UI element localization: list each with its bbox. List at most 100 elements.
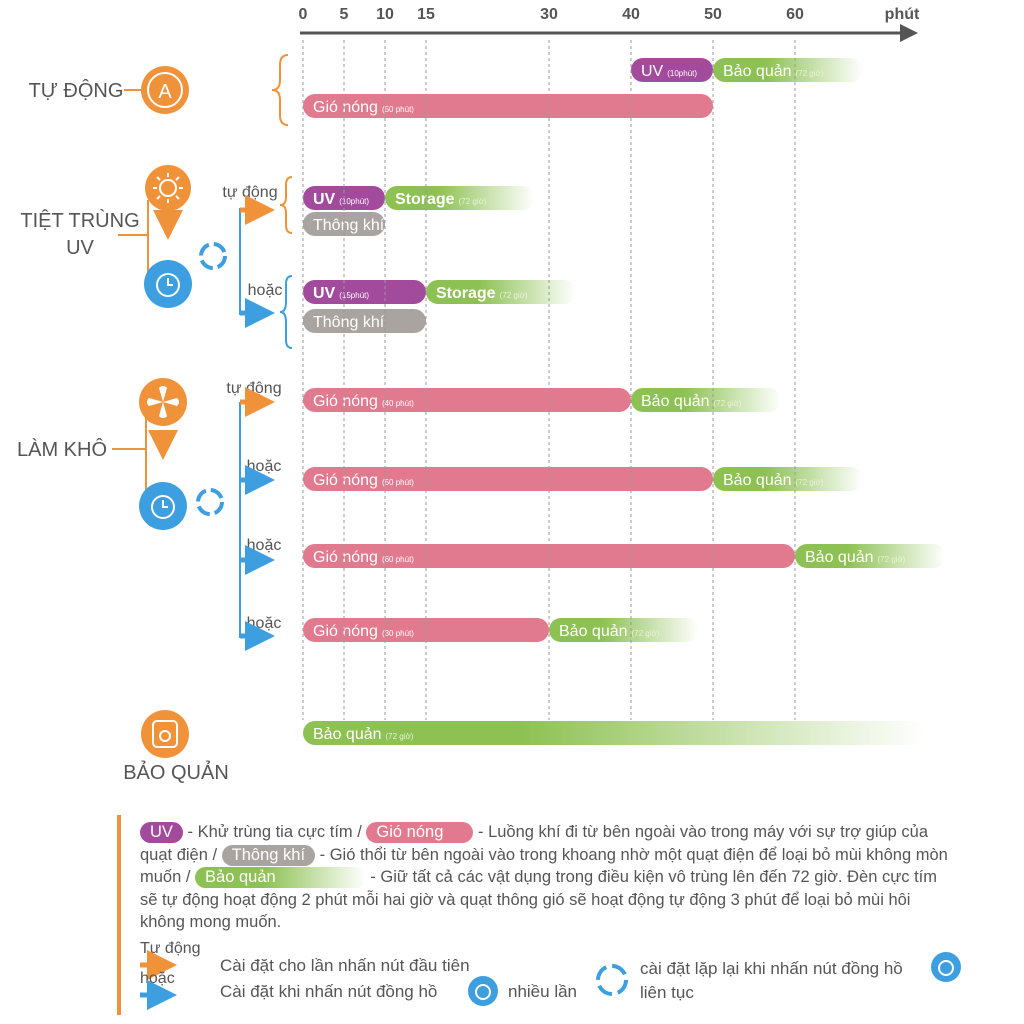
bar-label: Storage (72 giờ) <box>436 285 528 302</box>
bar-label: Bảo quản (72 giờ) <box>805 549 906 566</box>
trigger-label: hoặc <box>247 615 282 632</box>
mode-label: LÀM KHÔ <box>17 438 107 461</box>
trigger-label: hoặc <box>247 458 282 475</box>
bar-label: Gió nóng (60 phút) <box>313 549 414 566</box>
bar <box>385 186 535 210</box>
bar-name: UV <box>313 191 336 208</box>
tick-label: 40 <box>622 6 640 23</box>
bar-note: (72 giờ) <box>878 555 906 564</box>
legend-text: nhiều lần <box>508 982 577 1001</box>
bar-name: Thông khí <box>313 217 385 234</box>
tick-label: 30 <box>540 6 558 23</box>
bar-note: (72 giờ) <box>714 399 742 408</box>
trigger-label: tự động <box>226 380 281 397</box>
tick-label: 60 <box>786 6 804 23</box>
bar-note: (60 phút) <box>382 555 414 564</box>
legend-text: Cài đặt khi nhấn nút đồng hồ <box>220 982 437 1001</box>
legend-text: cài đặt lặp lại khi nhấn nút đồng hồ <box>640 959 903 978</box>
bar-note: (30 phút) <box>382 629 414 638</box>
mode-label: TỰ ĐỘNG <box>29 79 124 102</box>
tick-label: 10 <box>376 6 394 23</box>
bar-note: (50 phút) <box>382 105 414 114</box>
bar-note: (40 phút) <box>382 399 414 408</box>
bar-label: Thông khí <box>313 217 385 234</box>
bar-name: UV <box>313 285 336 302</box>
legend-pill: Gió nóng <box>366 822 474 843</box>
legend-text: - Luồng khí đi từ bên ngoài vào trong má… <box>140 823 929 864</box>
bar-label: Storage (72 giờ) <box>395 191 487 208</box>
bar <box>303 721 925 745</box>
legend-label: hoặc <box>140 970 175 987</box>
bar-label: Bảo quản (72 giờ) <box>723 63 824 80</box>
legend-text: - Khử trùng tia cực tím / <box>187 823 362 841</box>
bar-note: (72 giờ) <box>459 197 487 206</box>
bar-note: (10phút) <box>667 69 697 78</box>
bar-name: Thông khí <box>313 314 385 331</box>
bar-name: Storage <box>395 191 455 208</box>
bar-note: (72 giờ) <box>500 291 528 300</box>
bar-name: Bảo quản <box>805 549 874 566</box>
bar-label: Bảo quản (72 giờ) <box>641 393 742 410</box>
bar <box>303 280 426 304</box>
bar-label: UV (10phút) <box>313 191 369 208</box>
bar-name: Bảo quản <box>559 623 628 640</box>
legend-paragraph: UV - Khử trùng tia cực tím / Gió nóng - … <box>140 821 950 934</box>
bar-name: Gió nóng <box>313 472 378 489</box>
bar <box>795 544 945 568</box>
icon-auto: A <box>124 66 189 114</box>
bar-name: Bảo quản <box>723 63 792 80</box>
bar-note: (15phút) <box>339 291 369 300</box>
legend-pill: UV <box>140 822 183 843</box>
bar-note: (72 giờ) <box>796 69 824 78</box>
cycle-icon <box>596 964 628 996</box>
legend-pill: Thông khí <box>221 844 316 866</box>
tick-label: 0 <box>299 6 308 23</box>
bar <box>549 618 699 642</box>
bar <box>303 212 385 236</box>
bar <box>713 58 863 82</box>
bar-label: UV (15phút) <box>313 285 369 302</box>
bar-name: Bảo quản <box>313 726 382 743</box>
tick-label: 5 <box>340 6 349 23</box>
bar <box>303 467 713 491</box>
bar-note: (72 giờ) <box>386 732 414 741</box>
bar-label: UV (10phút) <box>641 63 697 80</box>
bar-label: Thông khí <box>313 314 385 331</box>
bar <box>303 309 426 333</box>
bar <box>713 467 863 491</box>
tick-label: 50 <box>704 6 722 23</box>
legend-text: - Gió thổi từ bên ngoài vào trong khoang… <box>140 845 948 887</box>
trigger-label: hoặc <box>247 537 282 554</box>
bar-label: Gió nóng (50 phút) <box>313 472 414 489</box>
bar-name: Bảo quản <box>723 472 792 489</box>
legend-text: Cài đặt cho lần nhấn nút đầu tiên <box>220 956 470 975</box>
bar-name: UV <box>641 63 664 80</box>
bar-label: Gió nóng (30 phút) <box>313 623 414 640</box>
bar-note: (10phút) <box>339 197 369 206</box>
mode-label: TIỆT TRÙNG <box>20 209 139 232</box>
bar-label: Gió nóng (40 phút) <box>313 393 414 410</box>
bar <box>303 94 713 118</box>
clock-icon <box>931 952 961 982</box>
bar-note: (72 giờ) <box>796 478 824 487</box>
brackets <box>239 54 293 638</box>
bar-name: Bảo quản <box>641 393 710 410</box>
bar <box>631 388 781 412</box>
bar-label: Bảo quản (72 giờ) <box>723 472 824 489</box>
icon-dry <box>112 378 224 530</box>
tick-label: 15 <box>417 6 435 23</box>
legend-text: liên tục <box>640 983 694 1002</box>
clock-icon <box>468 976 498 1006</box>
bar-label: Gió nóng (50 phút) <box>313 99 414 116</box>
icon-uv <box>118 165 227 308</box>
bar-name: Gió nóng <box>313 549 378 566</box>
bar-name: Gió nóng <box>313 393 378 410</box>
legend-text: - Giữ tất cả các vật dụng trong điều kiệ… <box>140 868 938 931</box>
trigger-label: hoặc <box>248 282 283 299</box>
icon-store <box>141 710 189 758</box>
bar-name: Storage <box>436 285 496 302</box>
axis-unit: phút <box>885 6 920 23</box>
bar-note: (72 giờ) <box>632 629 660 638</box>
